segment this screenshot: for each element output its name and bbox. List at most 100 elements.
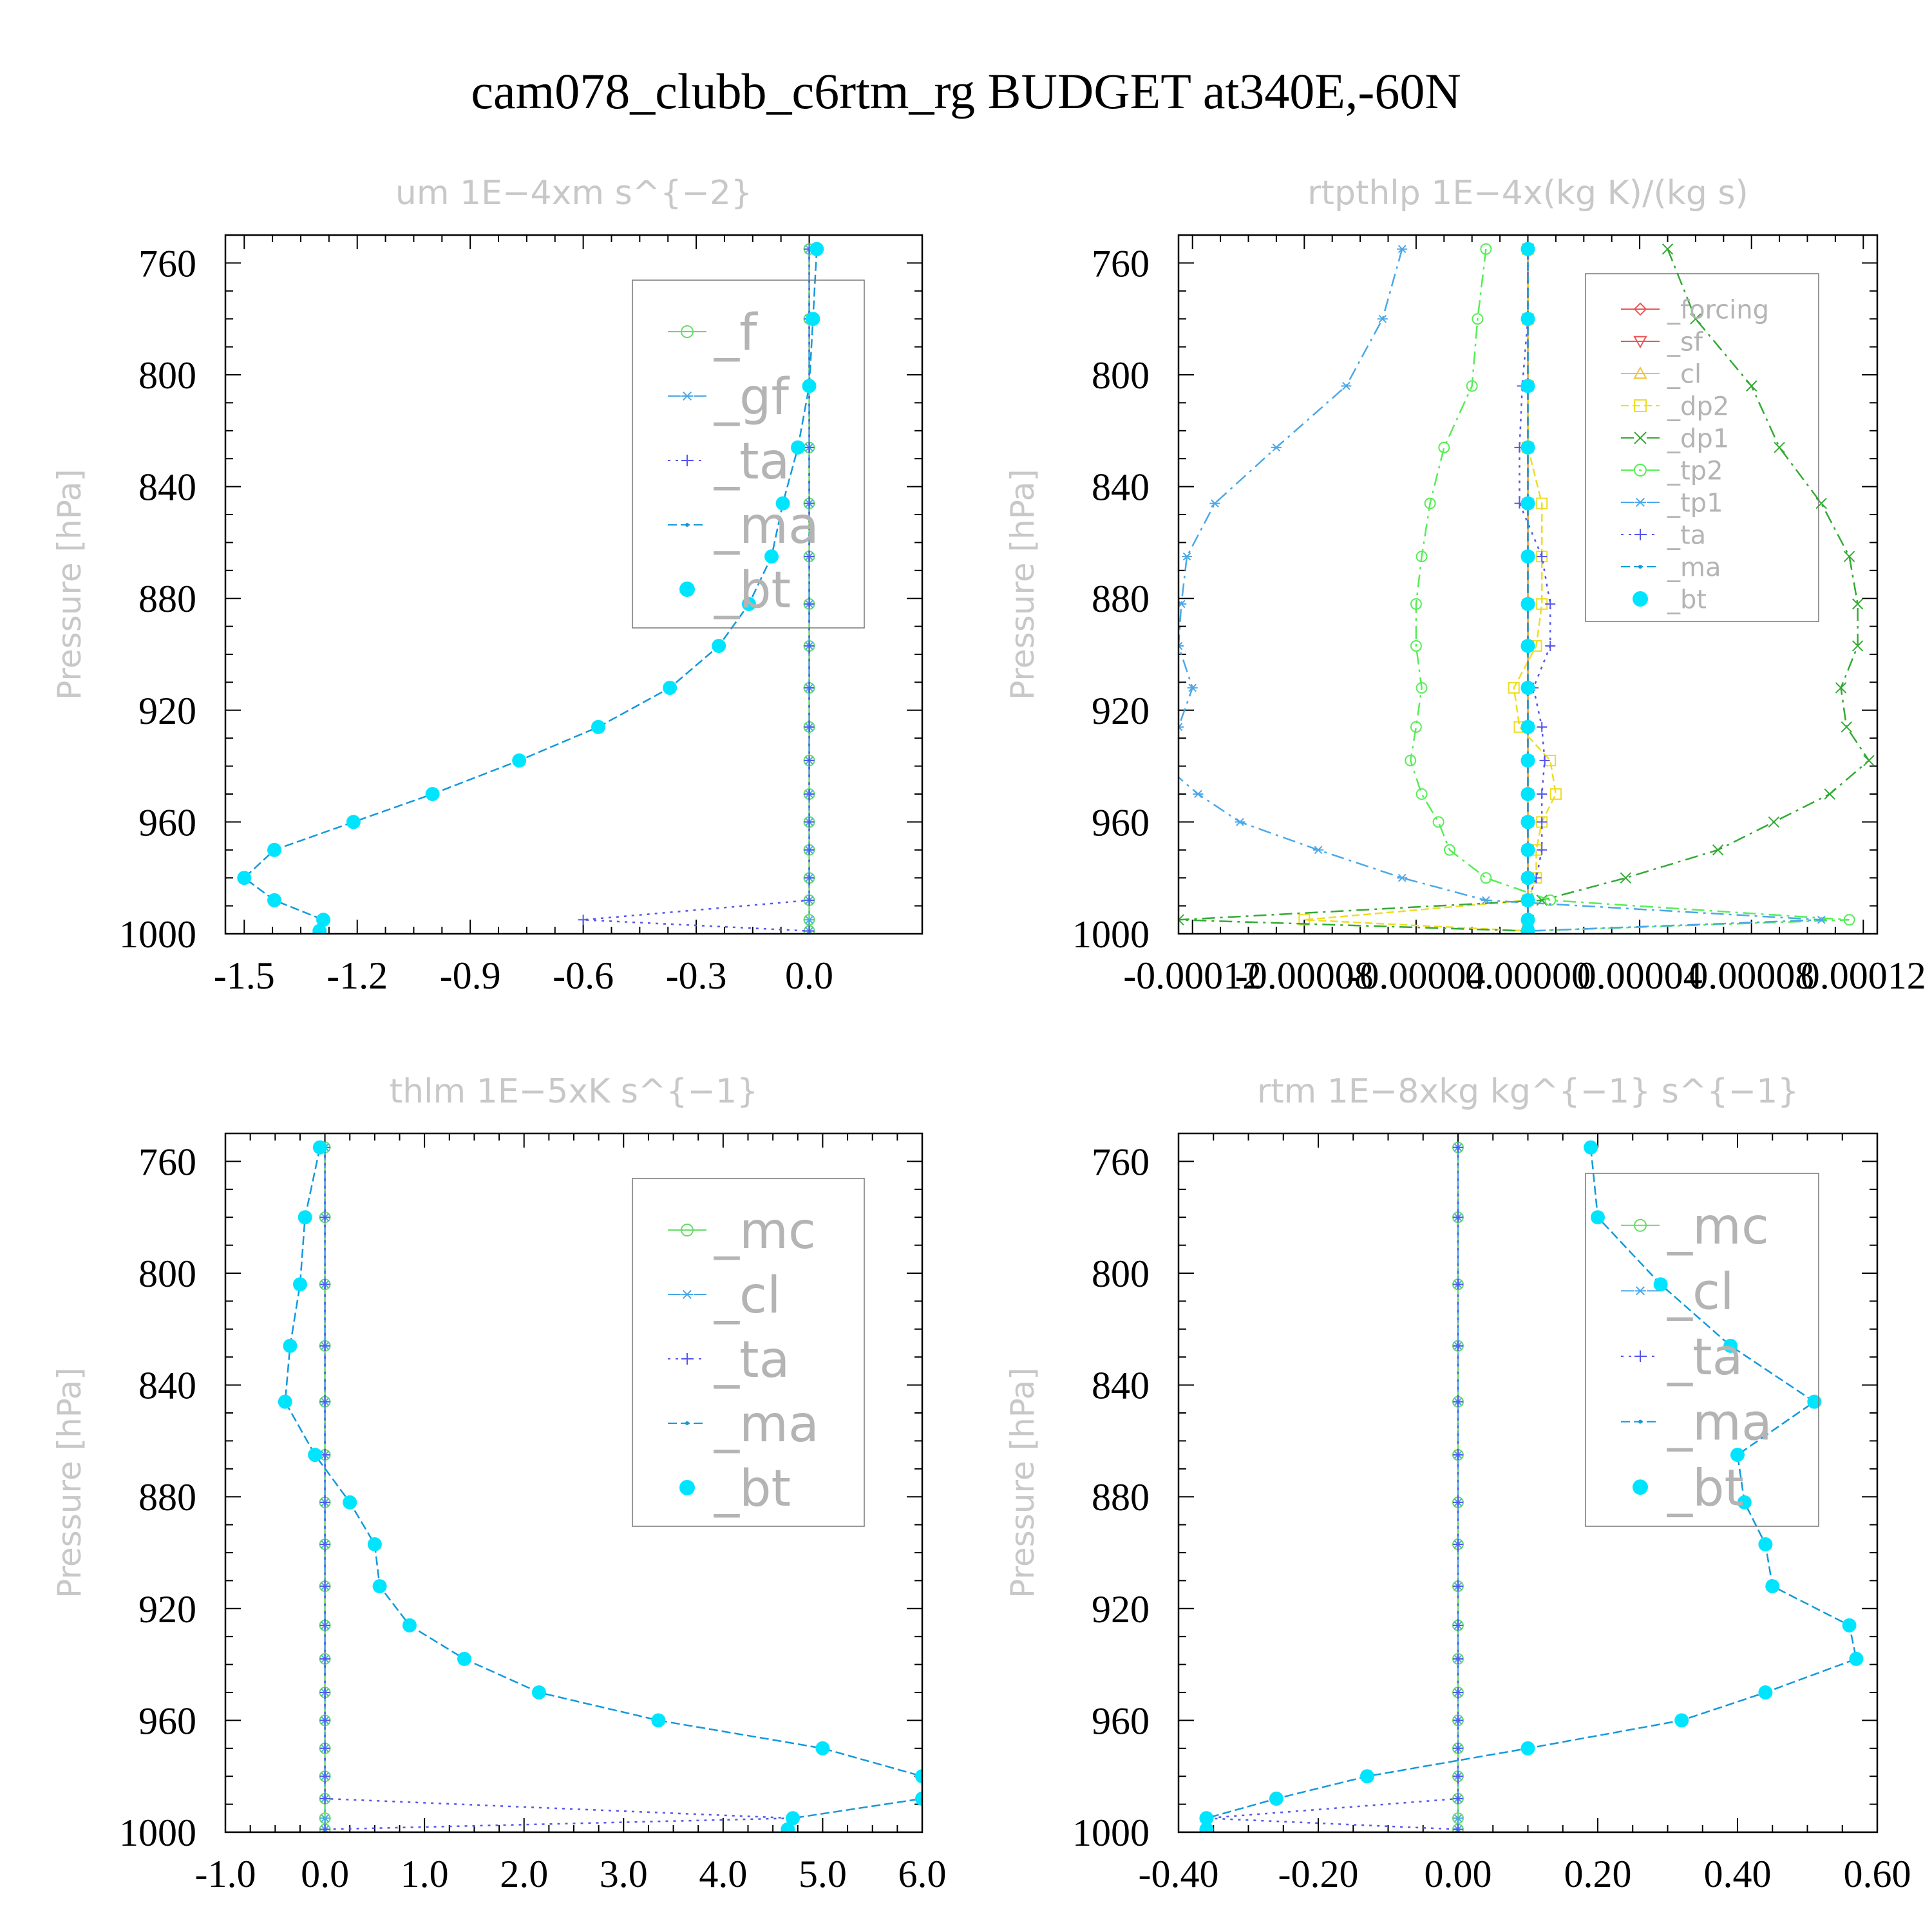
data-marker (1863, 755, 1875, 766)
data-marker (802, 379, 817, 393)
data-marker (681, 1224, 694, 1236)
series-line (284, 1147, 922, 1830)
data-marker (1634, 497, 1646, 507)
data-marker (1807, 1394, 1822, 1409)
data-marker (319, 1793, 330, 1804)
data-marker (1536, 497, 1548, 509)
data-marker (712, 638, 726, 653)
legend: _mc _cl _ta _ma _bt (1585, 1173, 1819, 1527)
panels: um 1E−4xm s^{−2} Pressure [hPa] -1.5 -1.2 -0… (51, 174, 1926, 1895)
data-marker (319, 1620, 330, 1631)
data-marker (372, 1579, 387, 1594)
data-marker (915, 1791, 922, 1806)
data-marker (663, 681, 677, 696)
data-marker (915, 1769, 922, 1784)
series-tp2 (1405, 243, 1855, 934)
y-tick-label: 880 (138, 1476, 196, 1519)
legend-label: _f (714, 304, 758, 362)
x-tick-label: 0.00008 (1689, 954, 1814, 997)
series-dp2 (1298, 243, 1562, 934)
data-marker (1453, 1743, 1463, 1754)
x-tick-label: 1.0 (401, 1853, 449, 1895)
data-marker (1508, 682, 1520, 694)
data-marker (786, 1811, 800, 1826)
x-tick-label: -0.40 (1139, 1853, 1219, 1895)
legend-box (1585, 1173, 1819, 1527)
legend-label: _cl (1667, 359, 1701, 389)
data-marker (316, 913, 331, 927)
data-marker (1313, 846, 1323, 855)
data-marker (1397, 245, 1408, 254)
data-marker (1520, 242, 1535, 256)
data-marker (1584, 1140, 1598, 1155)
x-tick-label: 0.00000 (1465, 954, 1591, 997)
y-tick-label: 960 (138, 1700, 196, 1742)
y-tick-label: 760 (138, 1141, 196, 1183)
data-marker (806, 312, 820, 327)
plot-area (1199, 1133, 1864, 1832)
ticks (1178, 1133, 1878, 1833)
data-marker (1359, 1769, 1374, 1784)
legend: _mc _cl _ta _ma _bt (632, 1178, 865, 1527)
y-tick-label: 840 (1092, 1365, 1150, 1407)
data-marker (681, 1289, 693, 1300)
y-tick-label: 920 (138, 1588, 196, 1631)
data-marker (1520, 871, 1535, 886)
plot-area (1179, 235, 1875, 934)
data-marker (1520, 1741, 1535, 1756)
data-marker (1545, 640, 1556, 651)
data-marker (1520, 787, 1535, 801)
data-marker (1537, 721, 1548, 732)
data-marker (237, 871, 252, 886)
series-line (1409, 249, 1850, 932)
data-marker (1453, 1687, 1463, 1698)
series-bt (278, 1140, 922, 1832)
legend-label: _ma (1667, 1394, 1772, 1452)
x-tick-label: 3.0 (600, 1853, 648, 1895)
x-tick-label: 0.40 (1704, 1853, 1772, 1895)
data-marker (1841, 721, 1852, 733)
data-marker (1815, 497, 1827, 509)
x-tick-label: -0.6 (553, 954, 614, 997)
data-marker (1377, 314, 1388, 323)
data-marker (319, 1581, 330, 1592)
legend-item: _cl (1621, 1263, 1734, 1321)
data-marker (1634, 1350, 1646, 1362)
x-tick-label: 5.0 (799, 1853, 847, 1895)
data-marker (1199, 1822, 1214, 1832)
legend-label: _tp1 (1667, 488, 1723, 518)
ticks (225, 234, 922, 934)
data-marker (457, 1651, 471, 1666)
data-marker (790, 440, 805, 455)
data-marker (1633, 302, 1647, 316)
data-marker (1520, 596, 1535, 611)
series-bt (237, 242, 824, 934)
data-marker (267, 893, 282, 907)
legend-label: _gf (714, 368, 790, 426)
data-marker (1410, 598, 1422, 610)
data-marker (679, 582, 695, 597)
data-marker (804, 683, 815, 694)
panel-1: um 1E−4xm s^{−2} Pressure [hPa] -1.5 -1.2 -0… (51, 174, 923, 997)
x-tick-label: -0.9 (440, 954, 501, 997)
x-tick-label: 6.0 (898, 1853, 947, 1895)
data-marker (319, 1497, 330, 1508)
data-marker (1453, 1581, 1463, 1592)
data-marker (804, 895, 815, 905)
legend-label: _bt (714, 562, 791, 620)
data-marker (1537, 551, 1548, 562)
legend-label: _mc (1667, 1198, 1769, 1256)
legend-item: _cl (668, 1267, 781, 1325)
figure-title: cam078_clubb_c6rtm_rg BUDGET at340E,-60N (471, 63, 1461, 119)
y-tick-label: 760 (138, 242, 196, 285)
series-bt (1199, 1140, 1864, 1832)
data-marker (278, 1394, 292, 1409)
data-marker (1424, 497, 1436, 509)
data-marker (1633, 366, 1647, 379)
legend-label: _cl (1667, 1263, 1734, 1321)
data-marker (1453, 1497, 1463, 1508)
panel-title: rtpthlp 1E−4x(kg K)/(kg s) (1307, 174, 1748, 213)
panel-title: thlm 1E−5xK s^{−1} (390, 1072, 758, 1111)
data-marker (1520, 753, 1535, 768)
x-tick-label: -1.0 (195, 1853, 256, 1895)
